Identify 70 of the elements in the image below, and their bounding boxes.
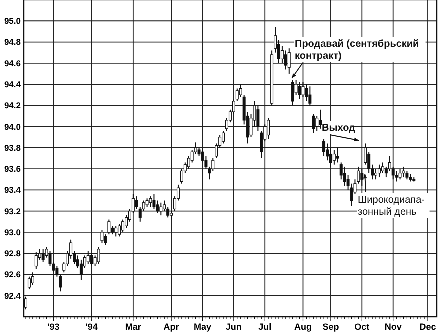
candlestick — [114, 226, 118, 238]
candlestick — [381, 162, 384, 174]
candlestick — [308, 86, 312, 106]
y-tick-label: 92.4 — [4, 290, 22, 301]
candlestick — [395, 170, 398, 182]
y-tick-label: 94.6 — [4, 58, 22, 68]
candlestick — [152, 194, 156, 210]
x-tick-label: May — [194, 322, 212, 332]
x-tick-label: Oct — [354, 322, 370, 332]
x-tick-label: Apr — [164, 322, 180, 332]
candlestick — [28, 276, 31, 290]
candlestick — [378, 164, 381, 178]
candlestick — [398, 168, 402, 180]
candlestick — [222, 130, 226, 144]
y-tick-label: 92.8 — [4, 248, 22, 259]
candlestick — [291, 80, 294, 106]
x-tick-label: '94 — [86, 322, 98, 332]
candlestick — [267, 118, 270, 140]
candlestick — [80, 259, 83, 281]
candlestick — [31, 272, 34, 286]
x-tick-label: Nov — [384, 322, 402, 332]
candlestick — [322, 138, 326, 157]
y-tick-label: 93.2 — [4, 206, 22, 216]
candlestick — [284, 50, 288, 70]
y-tick-label: 93.8 — [4, 142, 22, 153]
annotation: Широкодиапа- зонный день — [358, 195, 425, 218]
candlestick — [100, 230, 104, 244]
y-tick-label: 92.6 — [4, 270, 22, 280]
x-tick-label: Dec — [420, 322, 436, 332]
candlestick — [302, 82, 305, 98]
y-tick-label: 94.0 — [4, 122, 22, 132]
x-tick-label: Sep — [322, 322, 340, 332]
x-tick-label: Jun — [226, 322, 242, 332]
candlestick — [118, 224, 122, 238]
candlestick — [256, 105, 260, 132]
candlestick — [332, 150, 336, 166]
candlestick — [312, 114, 316, 134]
x-tick-label: Jul — [258, 322, 272, 332]
y-tick-label: 93.6 — [4, 164, 22, 174]
y-tick-label: 94.8 — [4, 37, 22, 48]
candlestick — [149, 196, 152, 208]
candlestick — [160, 202, 163, 216]
candlestick — [305, 84, 308, 102]
annotation: Продавай (сентябрьский контракт) — [295, 39, 420, 62]
annotation: Выход — [322, 123, 356, 134]
candlestick — [90, 253, 94, 267]
candlestick — [374, 168, 378, 180]
candlestick — [122, 219, 125, 233]
candlestick — [336, 147, 340, 164]
candlestick — [86, 250, 90, 265]
candlestick — [360, 168, 364, 186]
x-tick-label: Mar — [125, 322, 142, 332]
candlestick — [329, 147, 332, 168]
candlestick — [343, 166, 346, 186]
candlestick — [402, 166, 406, 178]
y-tick-label: 94.4 — [4, 80, 22, 90]
y-tick-label: 94.2 — [4, 100, 22, 111]
y-tick-label: 95.0 — [4, 16, 22, 26]
x-tick-label: '93 — [48, 322, 60, 332]
y-tick-label: 93.0 — [4, 227, 22, 238]
y-tick-label: 93.4 — [4, 185, 22, 196]
candlestick — [319, 109, 322, 130]
candlestick — [42, 248, 45, 263]
candlestick — [288, 48, 291, 74]
candlestick — [97, 246, 100, 265]
x-tick-label: Aug — [294, 322, 312, 332]
candlestick — [104, 234, 108, 246]
candlestick — [298, 82, 302, 100]
candlestick — [108, 219, 111, 236]
candlestick — [34, 252, 38, 270]
